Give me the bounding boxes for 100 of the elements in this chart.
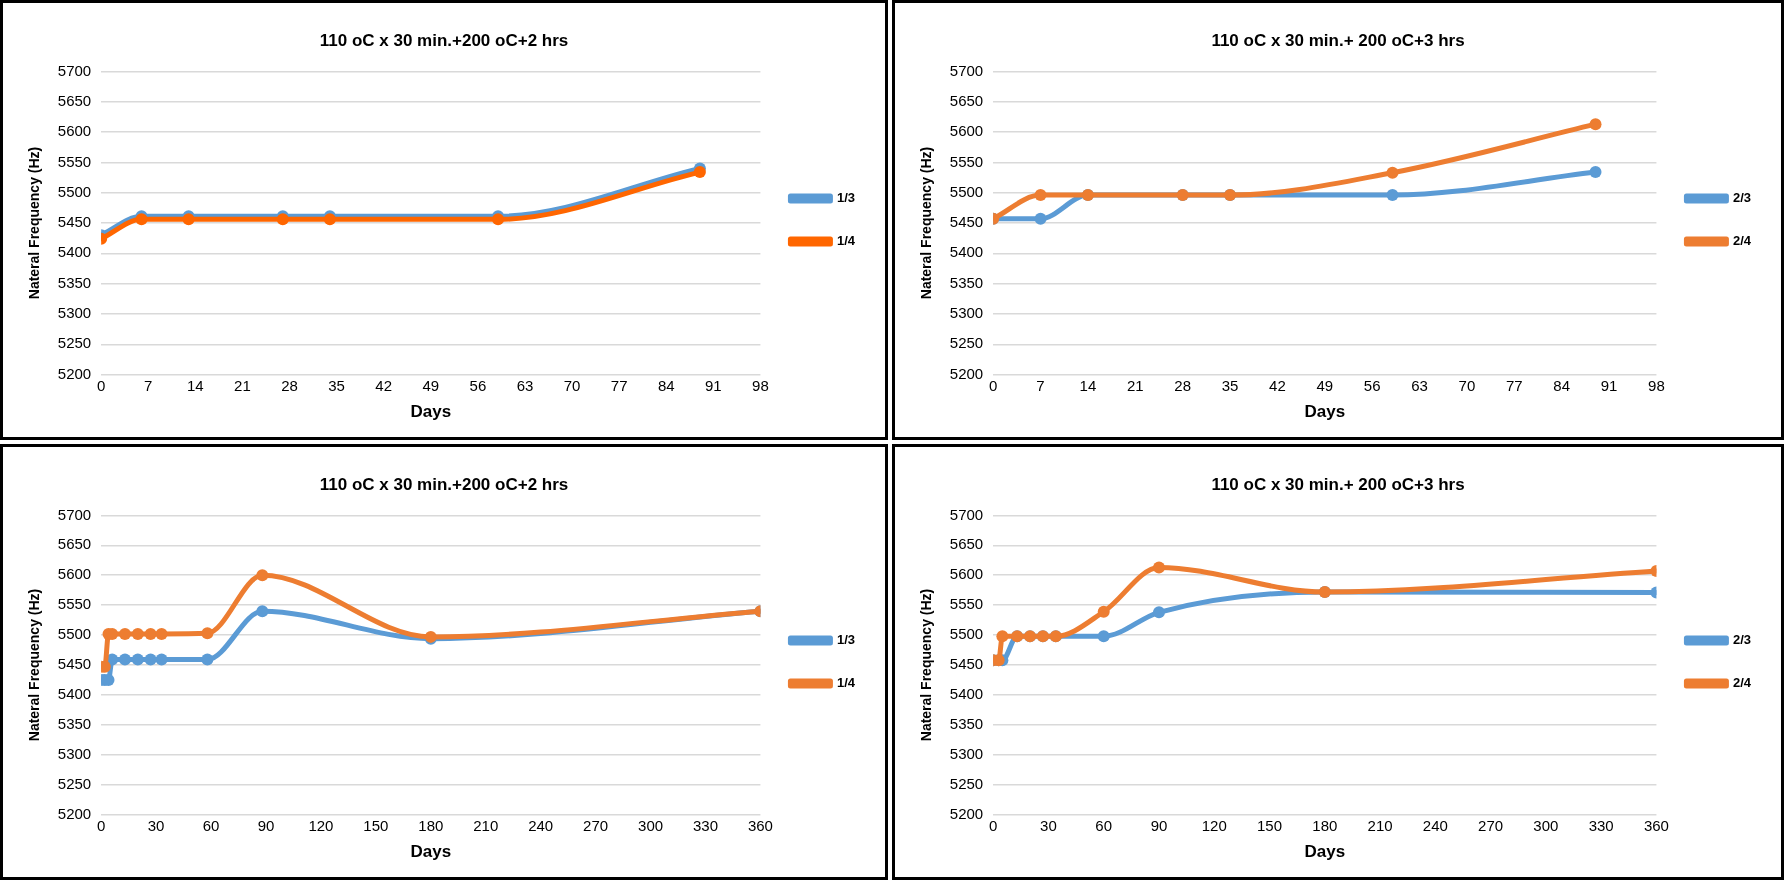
y-axis-title: Nateral Frequency (Hz) [26, 146, 43, 300]
y-tick-label: 5700 [57, 61, 92, 79]
x-tick-label: 98 [1648, 376, 1665, 394]
y-tick-label: 5200 [949, 804, 984, 822]
point [131, 653, 144, 666]
x-tick-label: 49 [1316, 376, 1334, 394]
legend-label: 2/4 [1732, 233, 1752, 249]
y-tick-label: 5700 [949, 505, 984, 523]
point [155, 627, 168, 640]
legend-label: 1/4 [836, 233, 856, 249]
y-tick-label: 5400 [57, 243, 92, 261]
y-tick-label: 5350 [57, 273, 92, 291]
y-tick-label: 5550 [57, 152, 92, 170]
x-tick-label: 0 [989, 816, 998, 834]
x-tick-label: 91 [704, 376, 722, 394]
y-tick-label: 5550 [949, 152, 984, 170]
x-tick-label: 120 [1201, 816, 1227, 834]
x-tick-label: 60 [1095, 816, 1113, 834]
x-tick-label: 77 [1505, 376, 1523, 394]
point [1034, 212, 1047, 225]
y-tick-label: 5250 [949, 774, 984, 792]
x-tick-label: 91 [1600, 376, 1618, 394]
x-tick-label: 270 [1478, 816, 1504, 834]
x-tick-label: 150 [1257, 816, 1283, 834]
point [1589, 166, 1602, 179]
x-tick-label: 30 [1040, 816, 1057, 834]
x-tick-label: 30 [147, 816, 165, 834]
x-tick-label: 28 [281, 376, 298, 394]
x-tick-label: 49 [422, 376, 440, 394]
point [1034, 189, 1047, 202]
chart-title: 110 oC x 30 min.+ 200 oC+3 hrs [1211, 474, 1465, 494]
y-tick-label: 5200 [57, 804, 92, 822]
point [201, 653, 214, 666]
point [1152, 606, 1165, 619]
chart-title: 110 oC x 30 min.+200 oC+2 hrs [319, 474, 569, 494]
chart-title: 110 oC x 30 min.+ 200 oC+3 hrs [1211, 30, 1465, 50]
x-tick-label: 63 [516, 376, 534, 394]
legend-label: 2/3 [1732, 190, 1752, 206]
point [118, 627, 131, 640]
x-tick-label: 14 [1079, 376, 1097, 394]
x-tick-label: 84 [1553, 376, 1571, 394]
y-tick-label: 5250 [949, 334, 984, 352]
y-tick-label: 5500 [949, 182, 984, 200]
x-tick-label: 360 [1643, 816, 1669, 834]
x-tick-label: 0 [97, 376, 106, 394]
x-axis-title: Days [410, 402, 452, 422]
point [131, 627, 144, 640]
x-tick-label: 120 [308, 816, 334, 834]
point [1386, 189, 1399, 202]
x-axis-title: Days [1304, 402, 1346, 422]
y-axis-title: Nateral Frequency (Hz) [26, 588, 43, 742]
x-tick-label: 56 [1363, 376, 1381, 394]
y-tick-label: 5450 [949, 213, 984, 231]
legend-label: 2/4 [1732, 675, 1752, 691]
x-tick-label: 180 [418, 816, 444, 834]
x-tick-label: 60 [202, 816, 220, 834]
y-tick-label: 5450 [949, 655, 984, 673]
point [155, 653, 168, 666]
y-tick-label: 5700 [949, 61, 984, 79]
legend-label: 1/3 [836, 190, 856, 206]
y-tick-label: 5300 [57, 744, 92, 762]
x-tick-label: 21 [234, 376, 251, 394]
y-tick-label: 5550 [949, 595, 984, 613]
point [256, 569, 269, 582]
x-tick-label: 56 [469, 376, 487, 394]
y-tick-label: 5350 [57, 714, 92, 732]
y-axis-title: Nateral Frequency (Hz) [918, 588, 935, 742]
x-tick-label: 0 [97, 816, 106, 834]
y-tick-label: 5400 [57, 685, 92, 703]
x-tick-label: 84 [657, 376, 675, 394]
x-tick-label: 150 [363, 816, 389, 834]
y-tick-label: 5200 [949, 364, 984, 382]
legend-label: 1/3 [836, 632, 856, 648]
point [144, 627, 157, 640]
y-tick-label: 5500 [57, 182, 92, 200]
y-tick-label: 5600 [949, 122, 984, 140]
x-axis-title: Days [1304, 842, 1346, 862]
y-axis-title: Nateral Frequency (Hz) [918, 146, 935, 300]
y-tick-label: 5650 [949, 535, 984, 553]
x-tick-label: 7 [1036, 376, 1045, 394]
y-tick-label: 5350 [949, 714, 984, 732]
x-tick-label: 98 [752, 376, 769, 394]
x-tick-label: 330 [1588, 816, 1614, 834]
point [201, 627, 214, 640]
point [1152, 561, 1165, 574]
y-tick-label: 5700 [57, 505, 92, 523]
x-axis-title: Days [410, 842, 452, 862]
point [118, 653, 131, 666]
y-tick-label: 5200 [57, 364, 92, 382]
x-tick-label: 210 [1367, 816, 1393, 834]
x-tick-label: 70 [563, 376, 581, 394]
x-tick-label: 300 [638, 816, 664, 834]
y-tick-label: 5300 [949, 304, 984, 322]
x-tick-label: 240 [1422, 816, 1448, 834]
y-tick-label: 5300 [949, 744, 984, 762]
x-tick-label: 77 [610, 376, 628, 394]
y-tick-label: 5250 [57, 334, 92, 352]
point [1097, 630, 1110, 643]
x-tick-label: 7 [144, 376, 153, 394]
point [256, 605, 269, 618]
